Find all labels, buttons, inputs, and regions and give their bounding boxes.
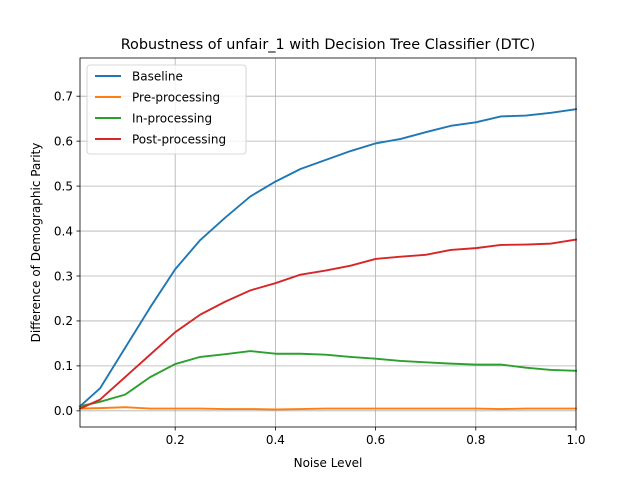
legend-label: In-processing: [132, 111, 212, 125]
y-tick-label: 0.2: [54, 314, 73, 328]
legend-label: Post-processing: [132, 132, 226, 146]
x-tick-label: 1.0: [566, 433, 585, 447]
legend-label: Baseline: [132, 69, 183, 83]
x-tick-label: 0.4: [266, 433, 285, 447]
y-tick-label: 0.6: [54, 134, 73, 148]
legend-label: Pre-processing: [132, 90, 220, 104]
axis-ticks: 0.2 0.4 0.6 0.8 1.0 0.0 0.1 0.2 0.3 0.4 0.5 0.6 0.7: [54, 90, 586, 447]
series-lines: [78, 108, 578, 411]
series-line-baseline: [78, 108, 578, 408]
grid: [80, 58, 577, 427]
y-tick-label: 0.4: [54, 224, 73, 238]
legend: Baseline Pre-processing In-processing Post-…: [86, 64, 247, 155]
x-tick-label: 0.6: [366, 433, 385, 447]
x-tick-label: 0.2: [166, 433, 185, 447]
y-tick-label: 0.0: [54, 404, 73, 418]
chart-title: Robustness of unfair_1 with Decision Tre…: [121, 37, 536, 53]
y-tick-label: 0.3: [54, 269, 73, 283]
y-axis-label: Difference of Demographic Parity: [29, 143, 43, 343]
series-line-in-processing: [78, 350, 577, 408]
x-axis-label: Noise Level: [294, 456, 363, 470]
y-tick-label: 0.5: [54, 179, 73, 193]
y-tick-label: 0.7: [54, 90, 73, 104]
x-tick-label: 0.8: [466, 433, 485, 447]
plot-frame: [79, 57, 577, 428]
series-line-pre-processing: [79, 406, 577, 411]
series-line-post-processing: [78, 238, 578, 410]
legend-box: [86, 64, 247, 155]
y-tick-label: 0.1: [54, 359, 73, 373]
